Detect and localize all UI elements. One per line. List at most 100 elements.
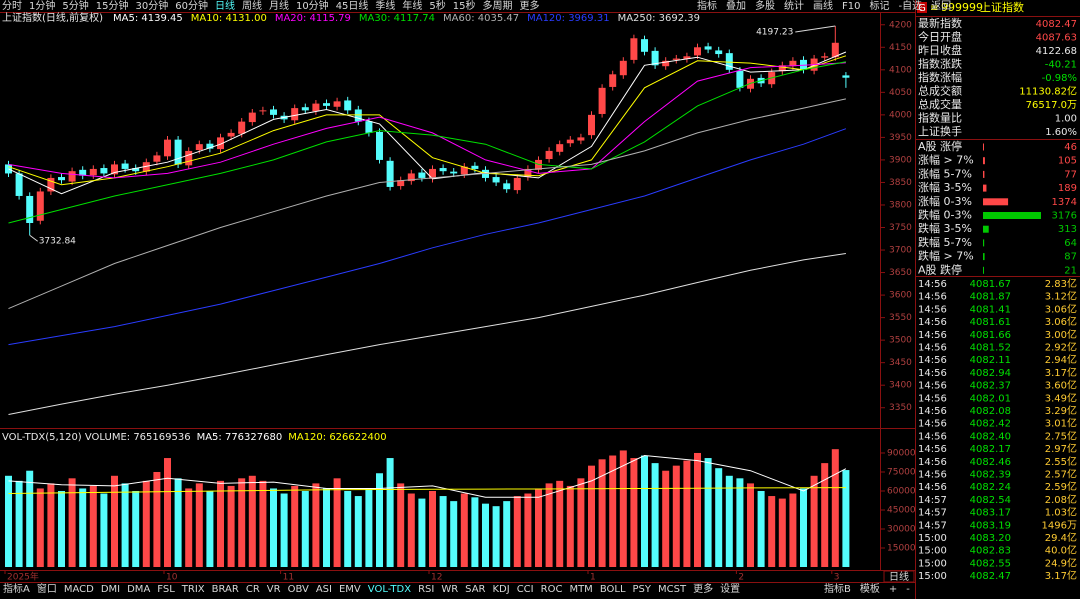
ma-line (8, 454, 847, 498)
candle-body (68, 171, 76, 182)
period-tab[interactable]: 季线 (375, 0, 395, 12)
indicator-tab[interactable]: KDJ (492, 584, 509, 595)
period-tab[interactable]: 15秒 (453, 0, 476, 12)
period-tab[interactable]: 5秒 (429, 0, 445, 12)
tool-button[interactable]: -自选 (898, 0, 922, 12)
tool-button[interactable]: 多股 (755, 0, 775, 12)
x-tick-label: 2 (738, 573, 744, 583)
indicator-tab[interactable]: MCST (658, 584, 687, 595)
tool-button[interactable]: F10 (842, 1, 860, 12)
volume-bar (58, 490, 65, 567)
indicator-tab[interactable]: FSL (157, 584, 175, 595)
bottom-button[interactable]: 模板 (860, 582, 880, 595)
indicator-tab[interactable]: 窗口 (37, 582, 57, 595)
candle-body (789, 60, 797, 67)
tool-button[interactable]: 叠加 (726, 0, 746, 12)
indicator-tab[interactable]: ROC (541, 584, 563, 595)
trade-volume: 1496万 (1042, 520, 1077, 531)
volume-bar (492, 506, 500, 567)
period-tab[interactable]: 月线 (269, 0, 289, 12)
tool-button[interactable]: 统计 (784, 0, 804, 12)
period-tab[interactable]: 日线 (215, 0, 235, 12)
quote-label: 最新指数 (918, 16, 962, 30)
volume-bar (768, 496, 776, 567)
indicator-tab[interactable]: DMA (127, 584, 150, 595)
quote-value: -40.21 (1045, 60, 1077, 71)
volume-bar (280, 493, 288, 567)
bottom-button[interactable]: - (906, 584, 910, 595)
candle-body (58, 177, 65, 181)
volume-bar (683, 460, 691, 567)
trade-time: 14:56 (918, 304, 947, 315)
trade-volume: 3.06亿 (1045, 315, 1077, 328)
candle-body (238, 121, 246, 134)
menu-icon[interactable]: ≡ (930, 3, 938, 14)
period-tab[interactable]: 60分钟 (175, 0, 208, 12)
indicator-tab[interactable]: EMV (339, 584, 361, 595)
indicator-tab[interactable]: CCI (517, 584, 534, 595)
trade-time: 15:00 (918, 571, 947, 582)
period-tab[interactable]: 分时 (2, 0, 22, 12)
volume-bar (545, 483, 553, 567)
candle-body (185, 150, 193, 166)
breadth-value: 105 (1058, 156, 1077, 167)
period-tab[interactable]: 周线 (242, 0, 262, 12)
period-tab[interactable]: 更多 (520, 0, 540, 12)
quote-label: 总成交额 (918, 84, 962, 98)
volume-bar (312, 483, 320, 567)
indicator-tab[interactable]: 更多 (693, 582, 713, 595)
indicator-tab[interactable]: 指标A (3, 582, 30, 595)
indicator-tab[interactable]: BOLL (600, 584, 626, 595)
volume-bar (842, 470, 850, 567)
period-tab[interactable]: 30分钟 (135, 0, 168, 12)
period-tab[interactable]: 45日线 (336, 0, 369, 12)
indicator-tab[interactable]: ASI (316, 584, 332, 595)
period-tab[interactable]: 年线 (402, 0, 422, 12)
candle-body (36, 191, 44, 221)
bottom-button[interactable]: + (889, 584, 897, 595)
period-tab[interactable]: 15分钟 (96, 0, 129, 12)
y-tick-label: 4150 (889, 43, 912, 53)
period-tab[interactable]: 多周期 (483, 0, 513, 12)
indicator-tab[interactable]: SAR (465, 584, 485, 595)
indicator-tab[interactable]: WR (441, 584, 458, 595)
volume-bar (15, 480, 23, 567)
period-tab[interactable]: 5分钟 (62, 0, 88, 12)
breadth-bar (983, 198, 1009, 206)
volume-bar (588, 465, 595, 567)
volume-bar (482, 503, 489, 567)
tool-button[interactable]: 画线 (813, 0, 833, 12)
volume-bar (291, 485, 299, 567)
indicator-tab[interactable]: VR (267, 584, 281, 595)
period-label[interactable]: 日线 (889, 570, 909, 583)
trade-volume: 3.12亿 (1045, 290, 1077, 303)
bottom-button[interactable]: 指标B (824, 582, 851, 595)
indicator-tab[interactable]: MACD (64, 584, 94, 595)
volume-bar (301, 490, 309, 567)
volume-bar (26, 470, 34, 567)
indicator-tab[interactable]: MTM (569, 584, 592, 595)
indicator-tab[interactable]: RSI (418, 584, 434, 595)
indicator-tab[interactable]: TRIX (181, 584, 205, 595)
trade-price: 4082.11 (970, 355, 1011, 366)
quote-label: 今日开盘 (918, 30, 962, 44)
y-tick-label: 30000 (887, 524, 916, 534)
indicator-tab[interactable]: 设置 (720, 583, 740, 595)
period-tab[interactable]: 1分钟 (29, 0, 55, 12)
quote-value: 11130.82亿 (1019, 85, 1077, 98)
candle-body (513, 177, 521, 191)
indicator-tab[interactable]: CR (246, 584, 260, 595)
period-tab[interactable]: 10分钟 (296, 0, 329, 12)
indicator-tab[interactable]: PSY (633, 584, 652, 595)
breadth-bar (983, 253, 985, 261)
tool-button[interactable]: 指标 (697, 0, 717, 12)
indicator-tab[interactable]: DMI (101, 584, 120, 595)
indicator-tab[interactable]: BRAR (212, 584, 239, 595)
candle-body (132, 168, 140, 172)
indicator-tab[interactable]: OBV (288, 584, 309, 595)
volume-bar (821, 463, 829, 567)
volume-bar (386, 458, 394, 567)
tool-button[interactable]: 标记 (869, 0, 889, 12)
tool-button[interactable]: 返回 (931, 0, 951, 12)
indicator-tab[interactable]: VOL-TDX (368, 584, 411, 595)
